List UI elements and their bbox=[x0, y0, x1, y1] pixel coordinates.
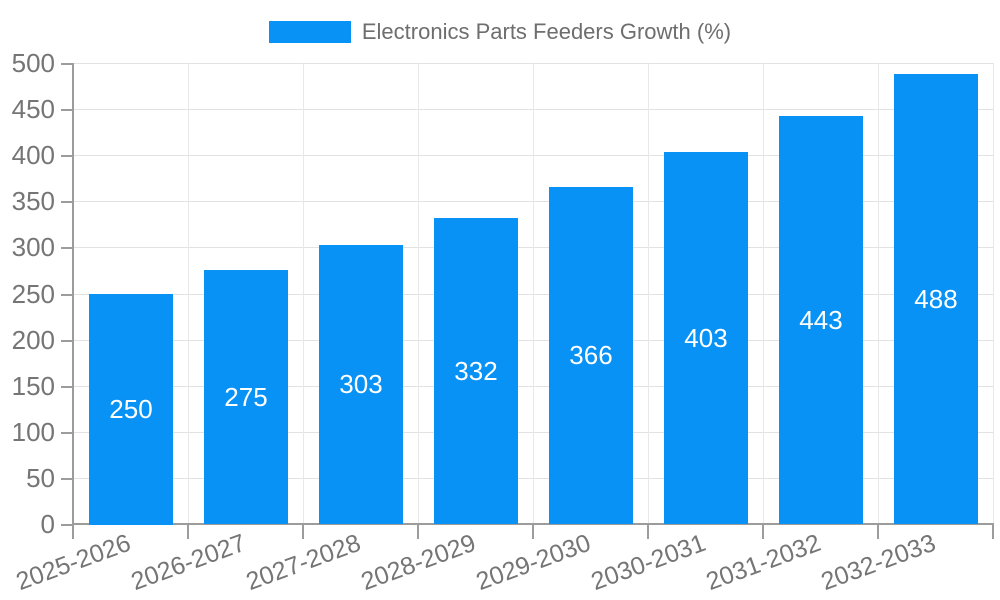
y-axis-line bbox=[72, 63, 74, 524]
y-tick bbox=[61, 109, 73, 111]
x-tick bbox=[762, 524, 764, 539]
y-tick-label: 200 bbox=[11, 325, 55, 355]
bar bbox=[894, 74, 978, 524]
bar-value-label: 403 bbox=[684, 323, 728, 353]
legend-label: Electronics Parts Feeders Growth (%) bbox=[361, 19, 732, 44]
y-tick-label: 150 bbox=[11, 371, 55, 401]
y-tick bbox=[61, 63, 73, 65]
bar-value-label: 250 bbox=[109, 394, 153, 424]
v-gridline bbox=[418, 63, 419, 524]
bar-value-label: 366 bbox=[569, 340, 613, 370]
x-tick bbox=[647, 524, 649, 539]
bar-value-label: 332 bbox=[454, 356, 498, 386]
x-tick-label: 2025-2026 bbox=[12, 528, 135, 597]
x-tick bbox=[992, 524, 994, 539]
y-tick-label: 250 bbox=[11, 279, 55, 309]
y-tick bbox=[61, 201, 73, 203]
x-tick-label: 2027-2028 bbox=[242, 528, 365, 597]
y-tick-label: 500 bbox=[11, 48, 55, 78]
y-tick bbox=[61, 247, 73, 249]
v-gridline bbox=[763, 63, 764, 524]
x-tick bbox=[877, 524, 879, 539]
v-gridline bbox=[993, 63, 994, 524]
y-tick bbox=[61, 432, 73, 434]
x-tick bbox=[302, 524, 304, 539]
legend-swatch-icon bbox=[268, 21, 351, 43]
y-tick bbox=[61, 155, 73, 157]
bar-value-label: 275 bbox=[224, 382, 268, 412]
x-tick-label: 2026-2027 bbox=[127, 528, 250, 597]
bar-value-label: 443 bbox=[799, 305, 843, 335]
y-tick bbox=[61, 386, 73, 388]
x-tick-label: 2030-2031 bbox=[587, 528, 710, 597]
x-tick-label: 2029-2030 bbox=[472, 528, 595, 597]
y-tick bbox=[61, 294, 73, 296]
x-tick-label: 2032-2033 bbox=[817, 528, 940, 597]
x-tick bbox=[72, 524, 74, 539]
bar bbox=[89, 294, 173, 525]
y-tick bbox=[61, 478, 73, 480]
y-tick-label: 100 bbox=[11, 417, 55, 447]
chart-legend[interactable]: Electronics Parts Feeders Growth (%) bbox=[0, 18, 1000, 46]
y-tick-label: 300 bbox=[11, 232, 55, 262]
bar-value-label: 488 bbox=[914, 284, 958, 314]
y-tick-label: 50 bbox=[26, 463, 55, 493]
v-gridline bbox=[303, 63, 304, 524]
x-tick bbox=[417, 524, 419, 539]
x-tick bbox=[532, 524, 534, 539]
y-tick bbox=[61, 524, 73, 526]
bar bbox=[434, 218, 518, 524]
bar bbox=[204, 270, 288, 524]
x-tick bbox=[187, 524, 189, 539]
y-tick-label: 400 bbox=[11, 140, 55, 170]
bar bbox=[664, 152, 748, 524]
bar-value-label: 303 bbox=[339, 369, 383, 399]
x-tick-label: 2031-2032 bbox=[702, 528, 825, 597]
y-tick-label: 450 bbox=[11, 94, 55, 124]
v-gridline bbox=[878, 63, 879, 524]
bar bbox=[549, 187, 633, 524]
y-tick bbox=[61, 340, 73, 342]
v-gridline bbox=[533, 63, 534, 524]
y-tick-label: 0 bbox=[40, 509, 55, 539]
v-gridline bbox=[188, 63, 189, 524]
y-tick-label: 350 bbox=[11, 186, 55, 216]
bar bbox=[319, 245, 403, 524]
bar bbox=[779, 116, 863, 524]
v-gridline bbox=[648, 63, 649, 524]
x-tick-label: 2028-2029 bbox=[357, 528, 480, 597]
